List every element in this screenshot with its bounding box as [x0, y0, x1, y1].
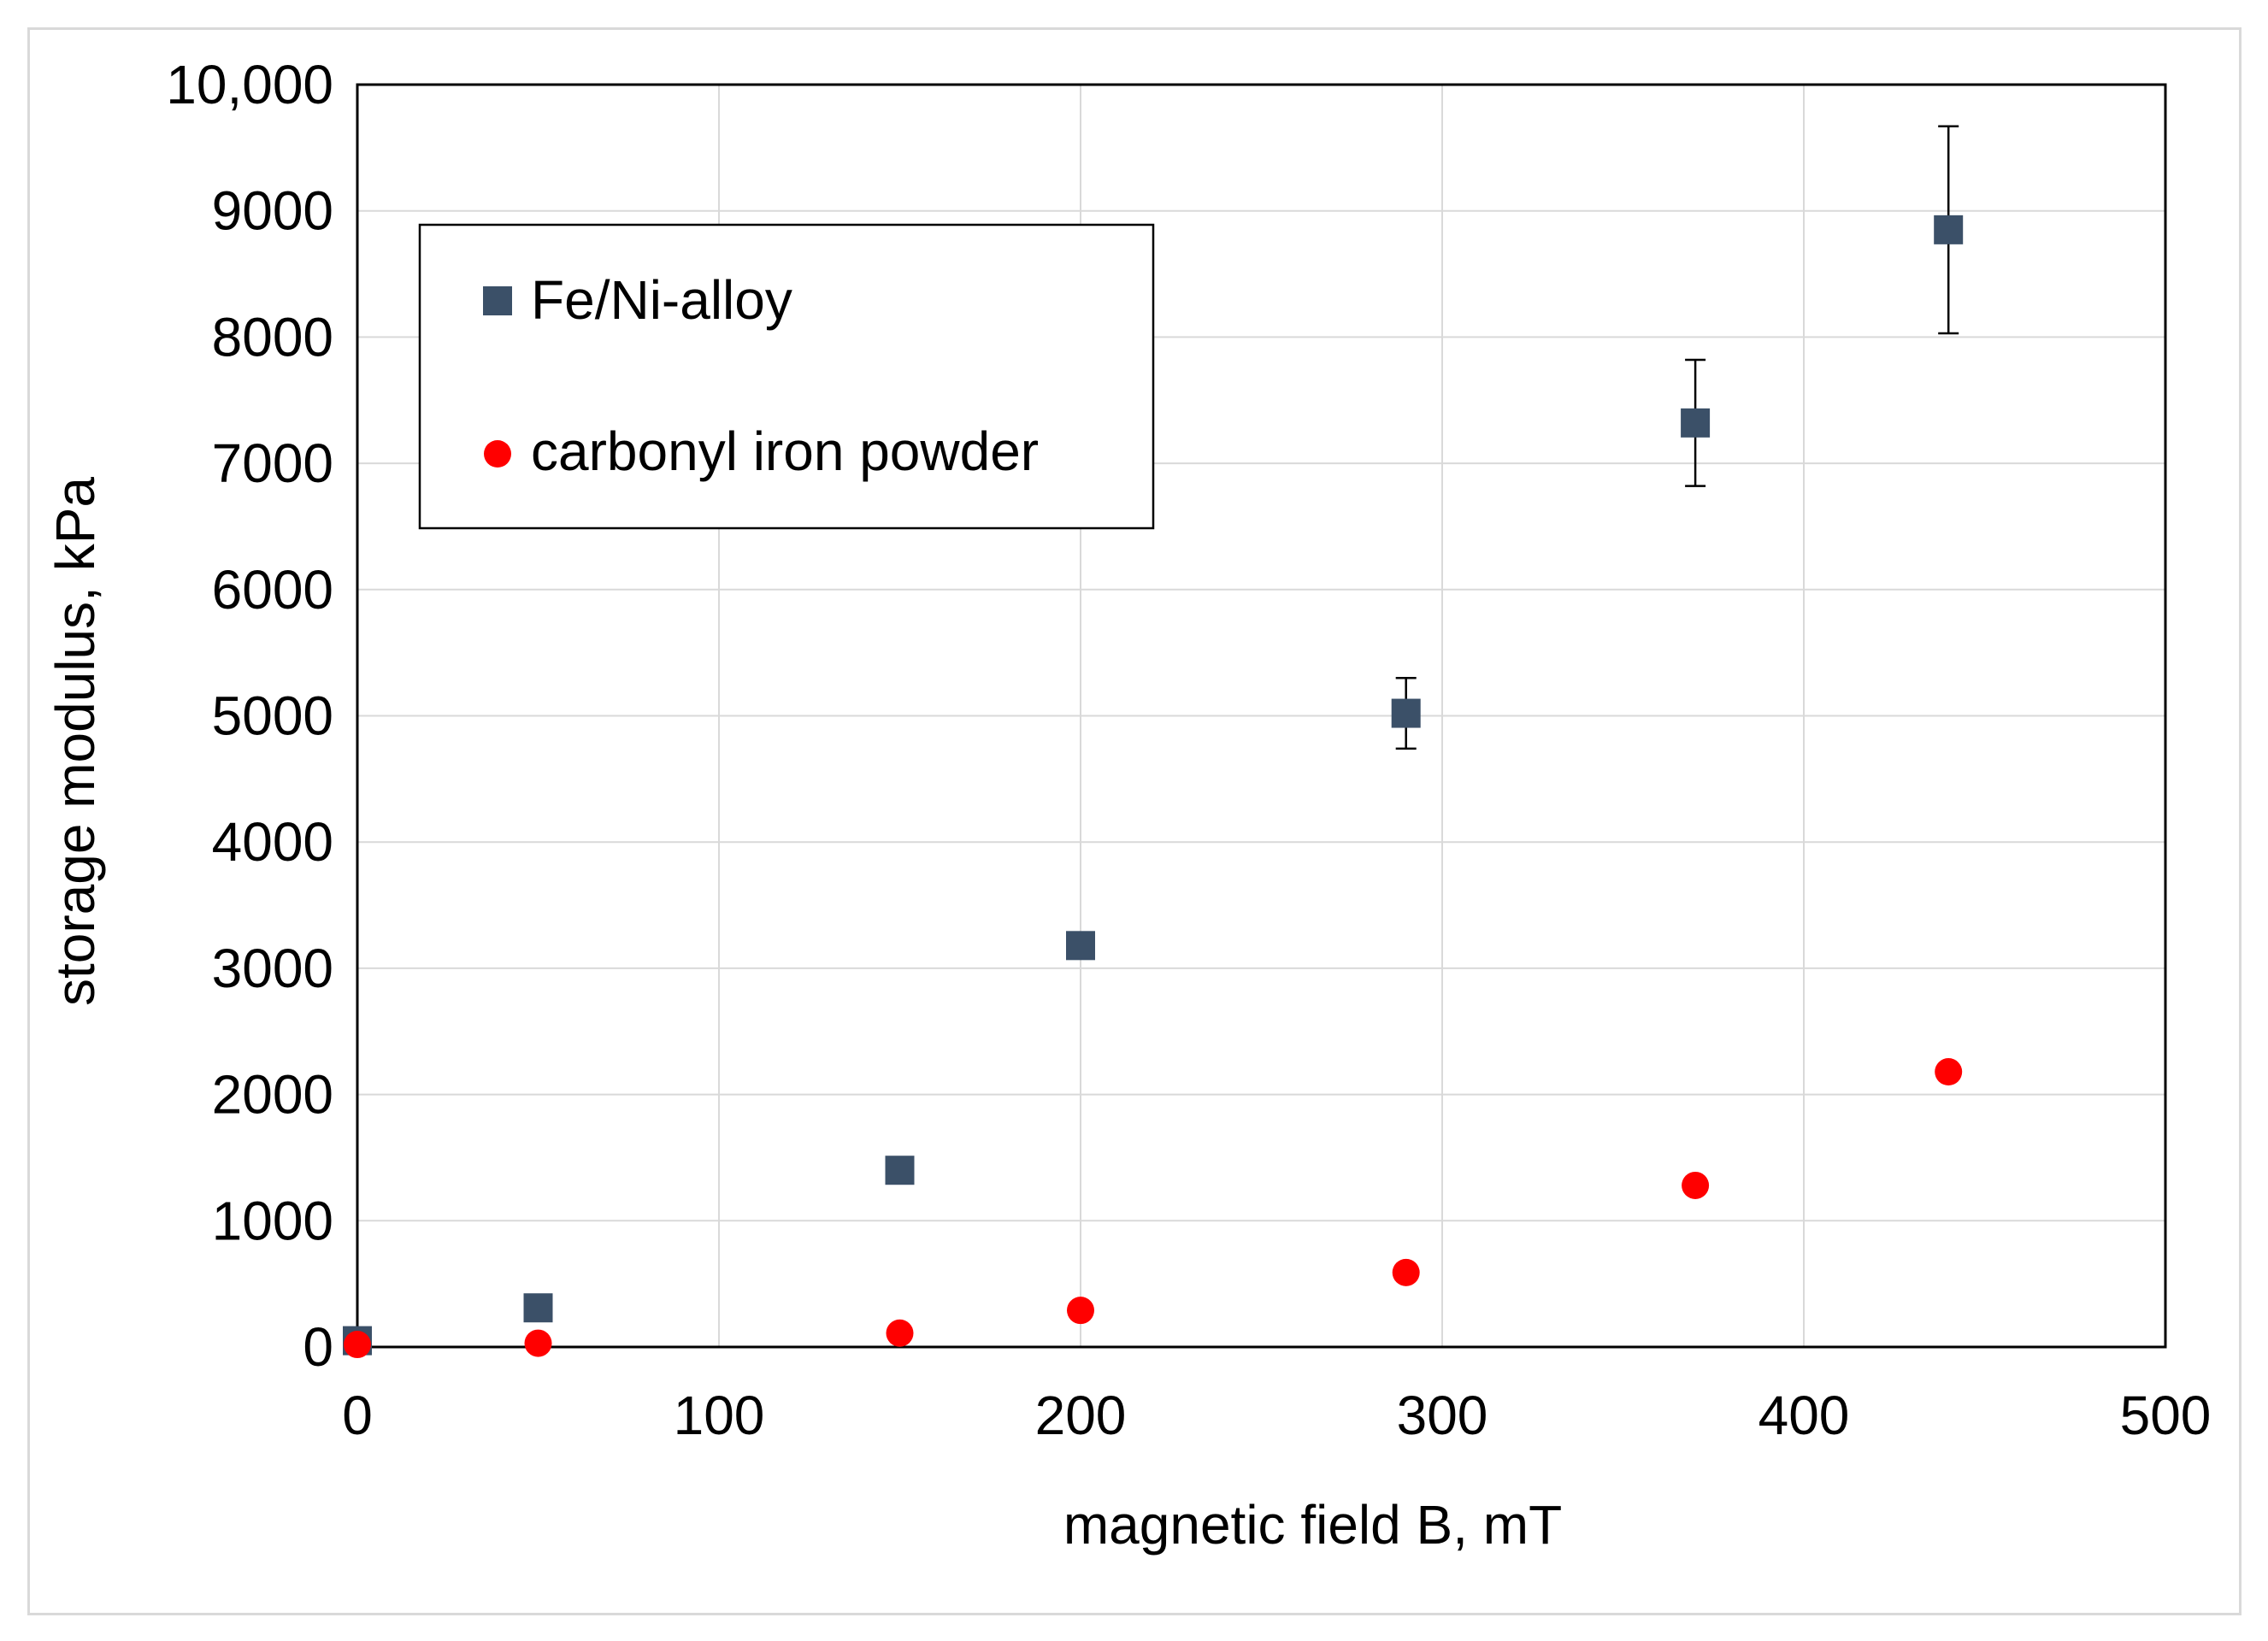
- y-tick-label: 8000: [212, 306, 333, 368]
- y-tick-label: 3000: [212, 938, 333, 999]
- x-tick-label: 100: [674, 1385, 765, 1446]
- y-tick-label: 0: [303, 1316, 333, 1378]
- data-point-fe-ni-alloy: [1391, 698, 1421, 728]
- legend-marker-fe-ni-alloy: [483, 286, 512, 315]
- data-markers: [343, 215, 1964, 1359]
- data-point-carbonyl-iron-powder: [344, 1331, 371, 1359]
- plot-area: [356, 83, 2167, 1349]
- data-point-carbonyl-iron-powder: [1935, 1058, 1963, 1086]
- x-tick-label: 300: [1397, 1385, 1488, 1446]
- data-point-fe-ni-alloy: [523, 1293, 553, 1323]
- data-point-fe-ni-alloy: [885, 1156, 915, 1185]
- x-tick-label: 500: [2120, 1385, 2212, 1446]
- x-tick-label: 0: [342, 1385, 373, 1446]
- data-point-carbonyl-iron-powder: [1392, 1258, 1420, 1286]
- data-point-carbonyl-iron-powder: [1067, 1297, 1094, 1325]
- y-tick-label: 7000: [212, 432, 333, 494]
- data-point-carbonyl-iron-powder: [1682, 1171, 1710, 1199]
- y-tick-label: 5000: [212, 685, 333, 747]
- data-point-fe-ni-alloy: [1681, 408, 1711, 438]
- data-point-carbonyl-iron-powder: [524, 1329, 552, 1357]
- error-bars: [1395, 125, 1959, 750]
- y-tick-label: 10,000: [166, 54, 333, 115]
- data-point-fe-ni-alloy: [1066, 931, 1095, 961]
- legend-box: [418, 223, 1155, 530]
- data-point-fe-ni-alloy: [1934, 215, 1964, 244]
- x-tick-label: 200: [1035, 1385, 1127, 1446]
- legend: Fe/Ni-alloy carbonyl iron powder: [418, 223, 1155, 530]
- y-tick-label: 6000: [212, 559, 333, 621]
- x-tick-label: 400: [1758, 1385, 1850, 1446]
- legend-marker-carbonyl-iron-powder: [484, 440, 511, 468]
- x-axis-ticks: 0 100 200 300 400 500: [342, 1385, 2211, 1446]
- legend-label-carbonyl-iron-powder: carbonyl iron powder: [531, 421, 1039, 482]
- y-tick-label: 1000: [212, 1190, 333, 1251]
- y-tick-label: 2000: [212, 1064, 333, 1126]
- y-axis-ticks: 0 1000 2000 3000 4000 5000 6000 7000 8000 9000 10,…: [166, 54, 333, 1378]
- y-tick-label: 9000: [212, 180, 333, 242]
- y-axis-label: storage modulus, kPa: [44, 477, 106, 1006]
- legend-label-fe-ni-alloy: Fe/Ni-alloy: [531, 269, 792, 331]
- y-tick-label: 4000: [212, 811, 333, 873]
- x-axis-label: magnetic field B, mT: [1063, 1494, 1562, 1556]
- data-point-carbonyl-iron-powder: [886, 1319, 914, 1347]
